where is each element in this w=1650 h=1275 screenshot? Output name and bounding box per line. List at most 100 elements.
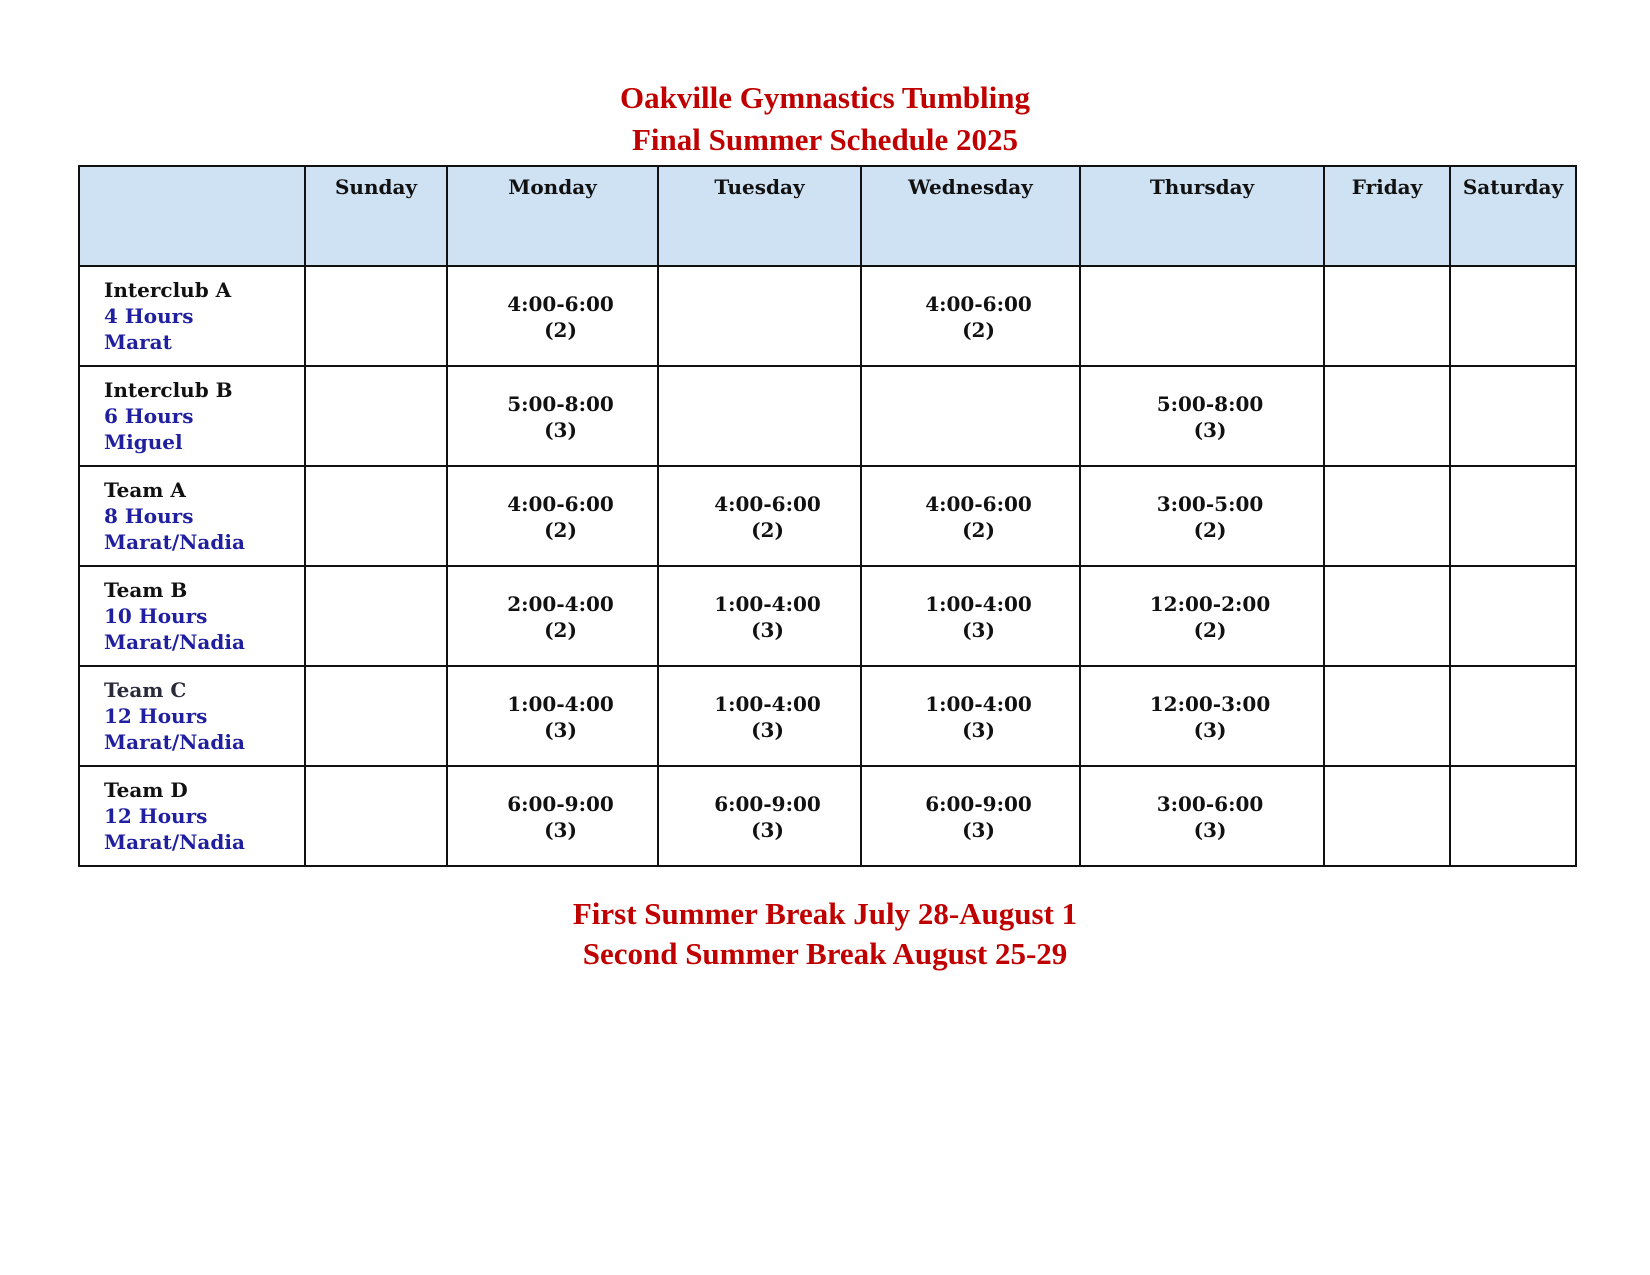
schedule-cell-saturday: [1449, 665, 1577, 767]
slot-time: 6:00-9:00: [925, 792, 1032, 816]
slot-duration: (2): [544, 318, 577, 342]
schedule-cell-thursday: 3:00-6:00 (3): [1079, 765, 1325, 867]
schedule-cell-friday: [1323, 465, 1451, 567]
day-header-wednesday: Wednesday: [860, 165, 1081, 267]
group-coach: Miguel: [104, 430, 183, 454]
schedule-cell-friday: [1323, 665, 1451, 767]
footer-break-2: Second Summer Break August 25-29: [582, 936, 1068, 971]
schedule-cell-friday: [1323, 565, 1451, 667]
schedule-cell-wednesday: 4:00-6:00 (2): [860, 265, 1081, 367]
slot-duration: (3): [1193, 718, 1227, 742]
group-name: Interclub B: [104, 378, 233, 402]
schedule-cell-saturday: [1449, 765, 1577, 867]
schedule-cell-saturday: [1449, 565, 1577, 667]
table-row: Team C 12 Hours Marat/Nadia 1:00-4:00 (3) 1:0…: [78, 665, 1577, 767]
schedule-cell-tuesday: [657, 265, 862, 367]
schedule-cell-sunday: [304, 465, 448, 567]
group-cell: Team B 10 Hours Marat/Nadia: [78, 565, 306, 667]
schedule-cell-wednesday: [860, 365, 1081, 467]
slot-duration: (2): [544, 518, 577, 542]
group-coach: Marat/Nadia: [104, 630, 245, 654]
schedule-cell-monday: 4:00-6:00 (2): [446, 465, 659, 567]
group-hours: 12 Hours: [104, 804, 208, 828]
table-row: Team D 12 Hours Marat/Nadia 6:00-9:00 (3) 6:0…: [78, 765, 1577, 867]
schedule-cell-monday: 6:00-9:00 (3): [446, 765, 659, 867]
schedule-cell-monday: 1:00-4:00 (3): [446, 665, 659, 767]
group-name: Team A: [104, 478, 186, 502]
schedule-cell-tuesday: 1:00-4:00 (3): [657, 565, 862, 667]
schedule-cell-friday: [1323, 265, 1451, 367]
slot-duration: (3): [751, 718, 784, 742]
footer-break-1: First Summer Break July 28-August 1: [572, 896, 1078, 931]
slot-time: 6:00-9:00: [714, 792, 821, 816]
document-subtitle: Final Summer Schedule 2025: [631, 122, 1019, 157]
schedule-cell-monday: 4:00-6:00 (2): [446, 265, 659, 367]
slot-time: 1:00-4:00: [714, 692, 821, 716]
slot-time: 6:00-9:00: [507, 792, 614, 816]
slot-duration: (2): [962, 318, 995, 342]
group-coach: Marat: [104, 330, 172, 354]
schedule-cell-tuesday: 1:00-4:00 (3): [657, 665, 862, 767]
slot-duration: (2): [962, 518, 995, 542]
group-hours: 12 Hours: [104, 704, 208, 728]
slot-duration: (3): [544, 418, 577, 442]
table-row: Team B 10 Hours Marat/Nadia 2:00-4:00 (2) 1:0…: [78, 565, 1577, 667]
slot-time: 4:00-6:00: [925, 292, 1032, 316]
schedule-cell-friday: [1323, 765, 1451, 867]
header-row: Sunday Monday Tuesday Wednesday Thursday Frid…: [78, 165, 1577, 267]
slot-time: 5:00-8:00: [507, 392, 614, 416]
slot-time: 1:00-4:00: [507, 692, 614, 716]
slot-duration: (3): [751, 618, 784, 642]
slot-time: 4:00-6:00: [507, 292, 614, 316]
group-coach: Marat/Nadia: [104, 730, 245, 754]
slot-time: 5:00-8:00: [1156, 392, 1264, 416]
schedule-cell-thursday: 3:00-5:00 (2): [1079, 465, 1325, 567]
schedule-cell-sunday: [304, 265, 448, 367]
slot-time: 2:00-4:00: [507, 592, 614, 616]
schedule-cell-thursday: 12:00-2:00 (2): [1079, 565, 1325, 667]
slot-duration: (3): [544, 718, 577, 742]
document-title: Oakville Gymnastics Tumbling: [620, 80, 1030, 115]
slot-duration: (2): [1193, 618, 1227, 642]
header-corner: [78, 165, 306, 267]
group-name: Team B: [104, 578, 188, 602]
slot-duration: (3): [962, 618, 995, 642]
day-header-saturday: Saturday: [1449, 165, 1577, 267]
group-hours: 6 Hours: [104, 404, 194, 428]
group-hours: 10 Hours: [104, 604, 208, 628]
schedule-cell-thursday: 12:00-3:00 (3): [1079, 665, 1325, 767]
slot-time: 12:00-2:00: [1149, 592, 1271, 616]
group-hours: 4 Hours: [104, 304, 194, 328]
schedule-cell-saturday: [1449, 365, 1577, 467]
schedule-cell-thursday: 5:00-8:00 (3): [1079, 365, 1325, 467]
slot-duration: (3): [962, 718, 995, 742]
slot-time: 4:00-6:00: [714, 492, 821, 516]
group-coach: Marat/Nadia: [104, 530, 245, 554]
slot-time: 4:00-6:00: [507, 492, 614, 516]
slot-time: 12:00-3:00: [1149, 692, 1271, 716]
slot-duration: (3): [962, 818, 995, 842]
slot-time: 3:00-5:00: [1156, 492, 1264, 516]
slot-duration: (2): [544, 618, 577, 642]
group-name: Team C: [104, 678, 187, 702]
schedule-cell-sunday: [304, 765, 448, 867]
group-name: Team D: [104, 778, 188, 802]
slot-duration: (3): [544, 818, 577, 842]
schedule-cell-wednesday: 4:00-6:00 (2): [860, 465, 1081, 567]
slot-duration: (3): [751, 818, 784, 842]
schedule-cell-wednesday: 6:00-9:00 (3): [860, 765, 1081, 867]
schedule-cell-tuesday: 6:00-9:00 (3): [657, 765, 862, 867]
slot-duration: (2): [751, 518, 784, 542]
schedule-cell-monday: 5:00-8:00 (3): [446, 365, 659, 467]
schedule-cell-wednesday: 1:00-4:00 (3): [860, 665, 1081, 767]
group-hours: 8 Hours: [104, 504, 194, 528]
schedule-cell-sunday: [304, 665, 448, 767]
group-cell: Team C 12 Hours Marat/Nadia: [78, 665, 306, 767]
schedule-cell-friday: [1323, 365, 1451, 467]
group-cell: Team D 12 Hours Marat/Nadia: [78, 765, 306, 867]
